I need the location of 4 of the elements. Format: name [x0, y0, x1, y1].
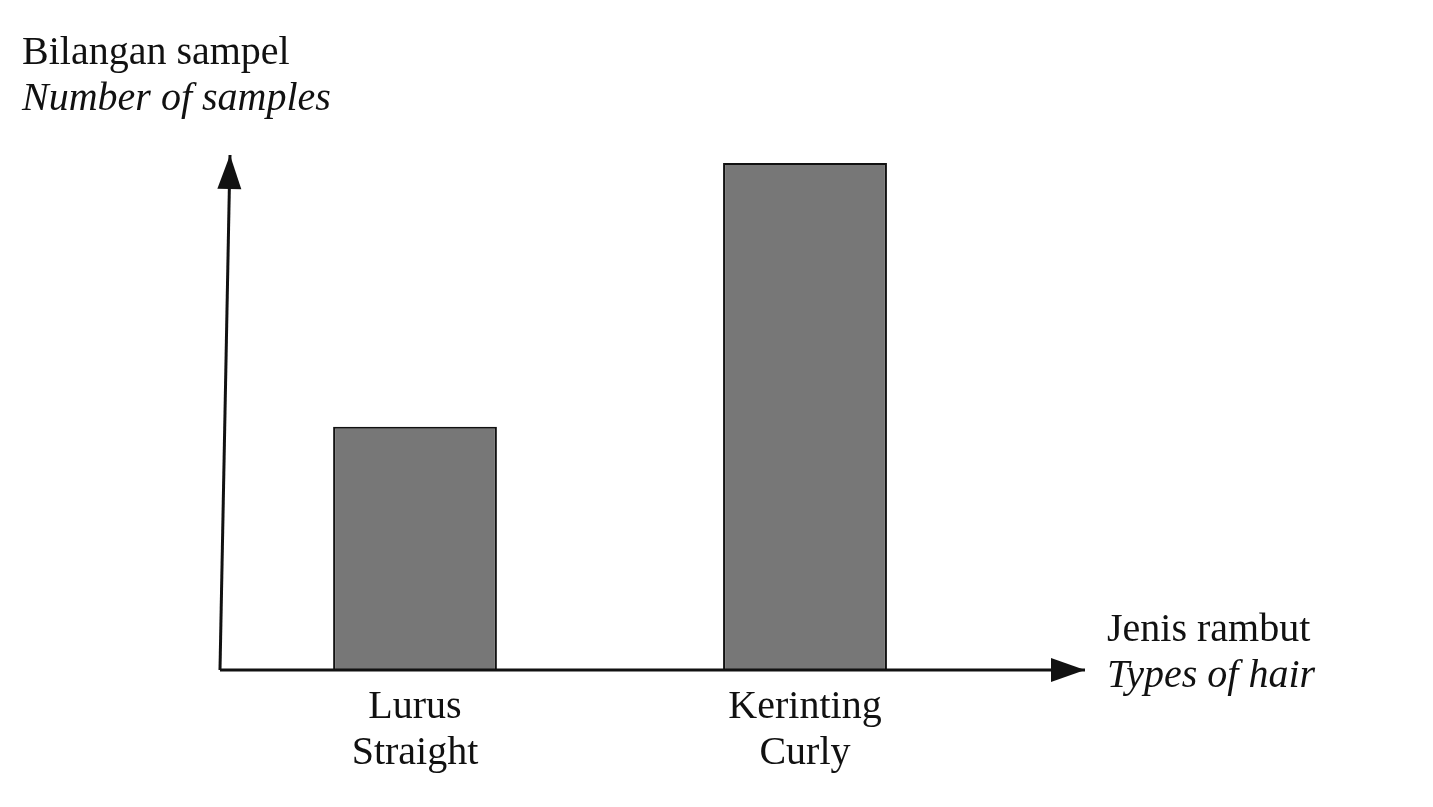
y-axis-title: Bilangan sampel Number of samples [22, 28, 331, 120]
x-axis-title: Jenis rambut Types of hair [1107, 605, 1316, 697]
x-tick-label: Kerinting Curly [728, 681, 882, 773]
x-tick-label: Lurus Straight [351, 681, 479, 773]
